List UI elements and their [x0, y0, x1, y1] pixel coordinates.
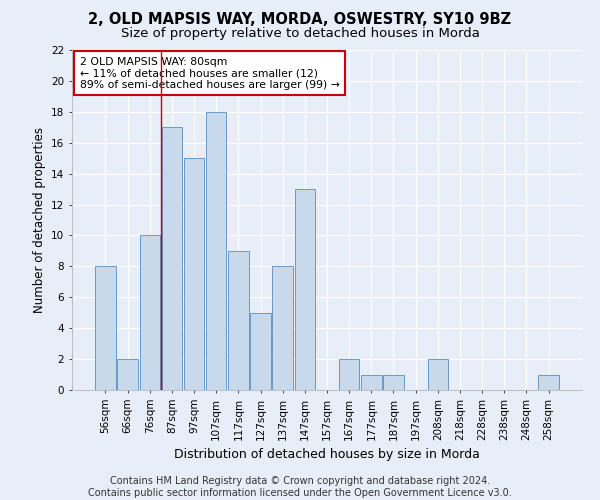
- Bar: [361, 374, 382, 390]
- Text: Contains HM Land Registry data © Crown copyright and database right 2024.
Contai: Contains HM Land Registry data © Crown c…: [88, 476, 512, 498]
- Bar: [184, 158, 204, 390]
- Bar: [538, 374, 559, 390]
- Bar: [118, 359, 138, 390]
- X-axis label: Distribution of detached houses by size in Morda: Distribution of detached houses by size …: [174, 448, 480, 461]
- Bar: [228, 251, 248, 390]
- Bar: [383, 374, 404, 390]
- Bar: [295, 189, 315, 390]
- Text: Size of property relative to detached houses in Morda: Size of property relative to detached ho…: [121, 28, 479, 40]
- Bar: [250, 312, 271, 390]
- Text: 2, OLD MAPSIS WAY, MORDA, OSWESTRY, SY10 9BZ: 2, OLD MAPSIS WAY, MORDA, OSWESTRY, SY10…: [88, 12, 512, 28]
- Bar: [95, 266, 116, 390]
- Bar: [339, 359, 359, 390]
- Bar: [428, 359, 448, 390]
- Bar: [206, 112, 226, 390]
- Y-axis label: Number of detached properties: Number of detached properties: [32, 127, 46, 313]
- Bar: [161, 128, 182, 390]
- Text: 2 OLD MAPSIS WAY: 80sqm
← 11% of detached houses are smaller (12)
89% of semi-de: 2 OLD MAPSIS WAY: 80sqm ← 11% of detache…: [80, 57, 340, 90]
- Bar: [140, 236, 160, 390]
- Bar: [272, 266, 293, 390]
